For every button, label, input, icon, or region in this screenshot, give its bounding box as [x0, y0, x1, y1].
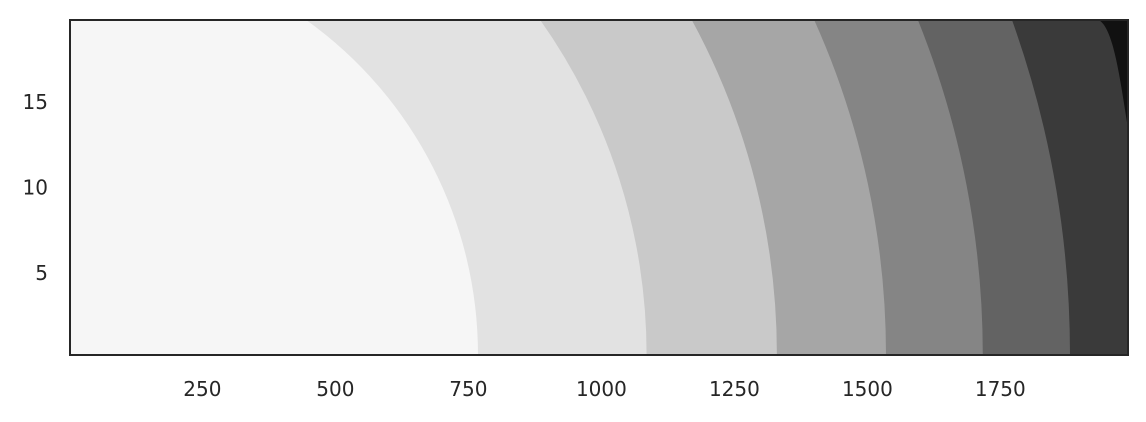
y-tick-label: 10 [23, 176, 48, 200]
x-tick-label: 1000 [576, 377, 627, 401]
contour-bands [70, 20, 1128, 355]
x-tick-label: 1500 [842, 377, 893, 401]
x-tick-label: 1750 [975, 377, 1026, 401]
y-tick-label: 15 [23, 90, 48, 114]
plot-frame [69, 19, 1129, 356]
y-tick-label: 5 [35, 261, 48, 285]
x-axis-ticks: 250 500 750 1000 1250 1500 1750 [183, 377, 1025, 401]
contour-band-8 [1098, 20, 1128, 128]
x-tick-label: 250 [183, 377, 221, 401]
x-tick-label: 500 [316, 377, 354, 401]
y-axis-ticks: 5 10 15 [23, 90, 48, 285]
x-tick-label: 750 [449, 377, 487, 401]
contour-band-7 [1012, 20, 1128, 355]
x-tick-label: 1250 [709, 377, 760, 401]
